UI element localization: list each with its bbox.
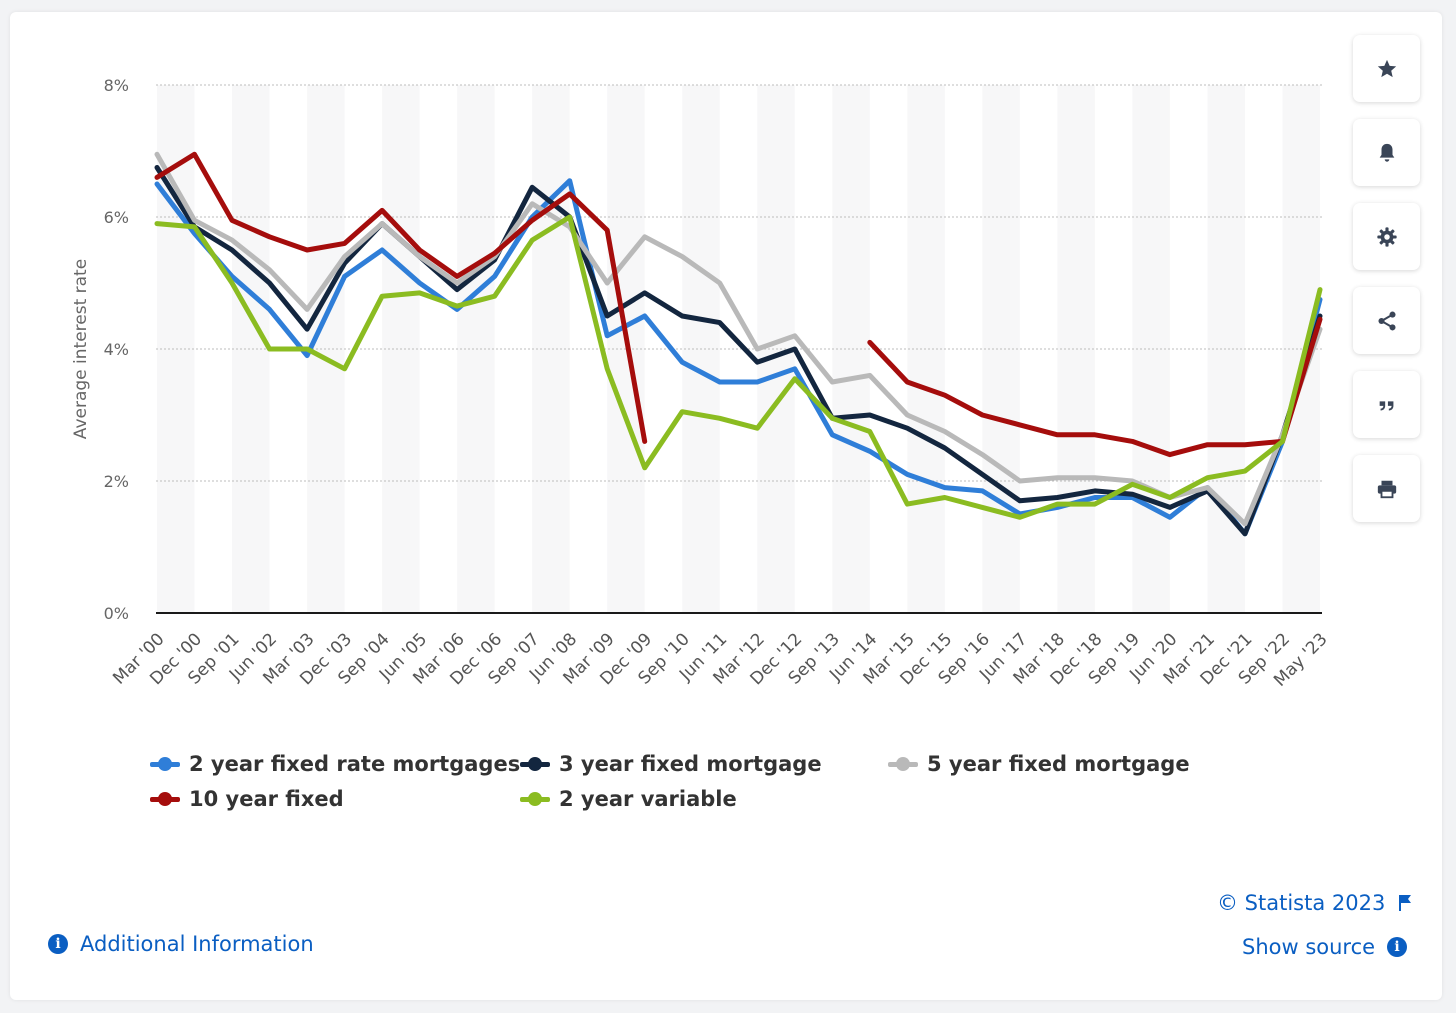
settings-gear-icon: [1376, 226, 1397, 247]
y-tick-label: 0%: [104, 604, 129, 623]
chart-toolbar: [1353, 35, 1422, 539]
plot-band: [532, 85, 570, 613]
series-line: [154, 165, 1323, 537]
share-button[interactable]: [1353, 287, 1420, 354]
flag-icon: [1399, 895, 1412, 911]
legend-item[interactable]: 3 year fixed mortgage: [520, 752, 822, 776]
series-line: [154, 151, 1323, 458]
favorite-star-icon: [1377, 59, 1396, 77]
legend-label: 2 year variable: [559, 787, 737, 811]
copyright-link[interactable]: © Statista 2023: [1217, 891, 1413, 915]
legend-label: 5 year fixed mortgage: [927, 752, 1190, 776]
plot-band: [232, 85, 270, 613]
legend-swatch: [150, 792, 180, 806]
legend-item[interactable]: 10 year fixed: [150, 787, 344, 811]
y-tick-label: 6%: [104, 208, 129, 227]
info-icon: i: [1387, 937, 1408, 957]
info-icon: i: [48, 934, 68, 954]
favorite-button[interactable]: [1353, 35, 1420, 102]
y-tick-labels: 0% 2% 4% 6% 8%: [104, 76, 129, 623]
legend-item[interactable]: 2 year variable: [520, 787, 737, 811]
chart-card: 0% 2% 4% 6% 8% Mar '00 Dec '00 Sep '01 Jun '02 M…: [10, 12, 1442, 1000]
share-icon: [1377, 311, 1396, 330]
settings-button[interactable]: [1353, 203, 1420, 270]
copyright-label: © Statista 2023: [1217, 891, 1386, 915]
notification-bell-icon: [1379, 143, 1394, 162]
additional-information-label: Additional Information: [80, 932, 314, 956]
series-line: [154, 151, 1323, 527]
legend-label: 2 year fixed rate mortgages: [189, 752, 521, 776]
print-icon: [1377, 480, 1396, 498]
legend-swatch: [150, 757, 180, 771]
cite-button[interactable]: [1353, 371, 1420, 438]
show-source-label: Show source: [1242, 935, 1376, 959]
legend-swatch: [520, 757, 550, 771]
series-line: [154, 214, 1323, 520]
cite-quote-icon: [1379, 400, 1393, 410]
legend-label: 10 year fixed: [189, 787, 344, 811]
legend-swatch: [888, 757, 918, 771]
y-axis-label: Average interest rate: [71, 259, 91, 439]
print-button[interactable]: [1353, 455, 1420, 522]
y-tick-label: 8%: [104, 76, 129, 95]
legend-item[interactable]: 5 year fixed mortgage: [888, 752, 1190, 776]
notification-button[interactable]: [1353, 119, 1420, 186]
show-source-link[interactable]: Show source i: [1242, 935, 1408, 959]
additional-information-link[interactable]: i Additional Information: [48, 932, 314, 956]
plot-band: [832, 85, 870, 613]
series-line: [154, 178, 1323, 537]
series-lines: [154, 151, 1323, 537]
plot-band: [1132, 85, 1170, 613]
legend-item[interactable]: 2 year fixed rate mortgages: [150, 752, 520, 776]
legend-swatch: [520, 792, 550, 806]
y-tick-label: 2%: [104, 472, 129, 491]
y-tick-label: 4%: [104, 340, 129, 359]
legend-label: 3 year fixed mortgage: [559, 752, 822, 776]
